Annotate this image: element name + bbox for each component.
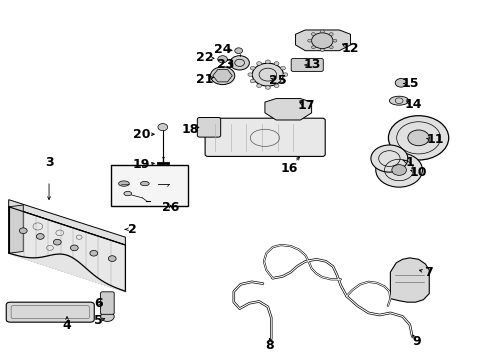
FancyBboxPatch shape	[197, 117, 220, 137]
Circle shape	[90, 250, 98, 256]
Circle shape	[394, 78, 406, 87]
Circle shape	[274, 62, 279, 65]
Text: 23: 23	[217, 58, 234, 72]
Text: 12: 12	[341, 42, 359, 55]
Circle shape	[311, 33, 315, 36]
Text: 8: 8	[265, 338, 274, 351]
Text: 22: 22	[196, 51, 213, 64]
Circle shape	[252, 63, 283, 86]
Text: 2: 2	[128, 223, 137, 236]
Circle shape	[247, 73, 252, 76]
Circle shape	[311, 46, 315, 49]
Text: 9: 9	[412, 335, 421, 348]
Ellipse shape	[140, 181, 149, 186]
Text: 21: 21	[196, 73, 213, 86]
Text: 14: 14	[404, 98, 422, 111]
Polygon shape	[389, 258, 428, 302]
Circle shape	[53, 239, 61, 245]
FancyBboxPatch shape	[290, 59, 323, 71]
Text: 19: 19	[132, 158, 150, 171]
Circle shape	[370, 145, 407, 172]
Circle shape	[320, 49, 324, 51]
Polygon shape	[295, 30, 350, 51]
Text: 6: 6	[94, 297, 103, 310]
Polygon shape	[9, 200, 125, 245]
Circle shape	[70, 245, 78, 251]
Circle shape	[265, 86, 270, 89]
Circle shape	[265, 60, 270, 64]
Circle shape	[210, 67, 234, 85]
Circle shape	[332, 39, 336, 42]
Text: 20: 20	[132, 128, 150, 141]
Text: 26: 26	[162, 201, 179, 214]
Text: 4: 4	[62, 319, 71, 332]
Text: 1: 1	[405, 156, 413, 169]
Text: 10: 10	[409, 166, 427, 179]
Circle shape	[274, 84, 279, 87]
Circle shape	[328, 33, 332, 36]
Circle shape	[217, 56, 227, 63]
Circle shape	[234, 48, 242, 54]
Ellipse shape	[118, 181, 129, 186]
Text: 24: 24	[213, 43, 231, 56]
Text: 3: 3	[44, 156, 53, 169]
Circle shape	[158, 123, 167, 131]
Circle shape	[311, 33, 332, 49]
Polygon shape	[264, 99, 311, 120]
Circle shape	[320, 30, 324, 33]
Circle shape	[375, 153, 422, 187]
Circle shape	[108, 256, 116, 261]
Circle shape	[101, 311, 114, 321]
Text: 25: 25	[268, 74, 286, 87]
Text: 5: 5	[94, 314, 103, 327]
Circle shape	[280, 66, 285, 70]
Circle shape	[307, 39, 311, 42]
Circle shape	[280, 79, 285, 83]
Circle shape	[256, 62, 261, 65]
Circle shape	[36, 234, 44, 239]
Circle shape	[387, 116, 448, 160]
Circle shape	[20, 228, 27, 234]
Text: 16: 16	[280, 162, 297, 175]
FancyBboxPatch shape	[204, 118, 325, 157]
FancyBboxPatch shape	[6, 302, 94, 322]
Circle shape	[328, 46, 332, 49]
Circle shape	[256, 84, 261, 87]
Text: 17: 17	[297, 99, 315, 112]
Ellipse shape	[388, 96, 408, 105]
Text: 13: 13	[303, 58, 321, 72]
Text: 7: 7	[423, 266, 432, 279]
Bar	[111, 165, 187, 206]
Text: 11: 11	[426, 134, 443, 147]
Circle shape	[283, 73, 287, 76]
Text: 15: 15	[400, 77, 418, 90]
Ellipse shape	[123, 192, 131, 196]
Polygon shape	[9, 205, 23, 253]
Circle shape	[391, 165, 406, 175]
Circle shape	[229, 56, 249, 70]
Circle shape	[407, 130, 428, 146]
Polygon shape	[9, 207, 125, 292]
Text: 18: 18	[181, 123, 198, 136]
Circle shape	[250, 79, 255, 83]
FancyBboxPatch shape	[101, 292, 114, 314]
Circle shape	[250, 66, 255, 70]
Polygon shape	[212, 69, 232, 82]
